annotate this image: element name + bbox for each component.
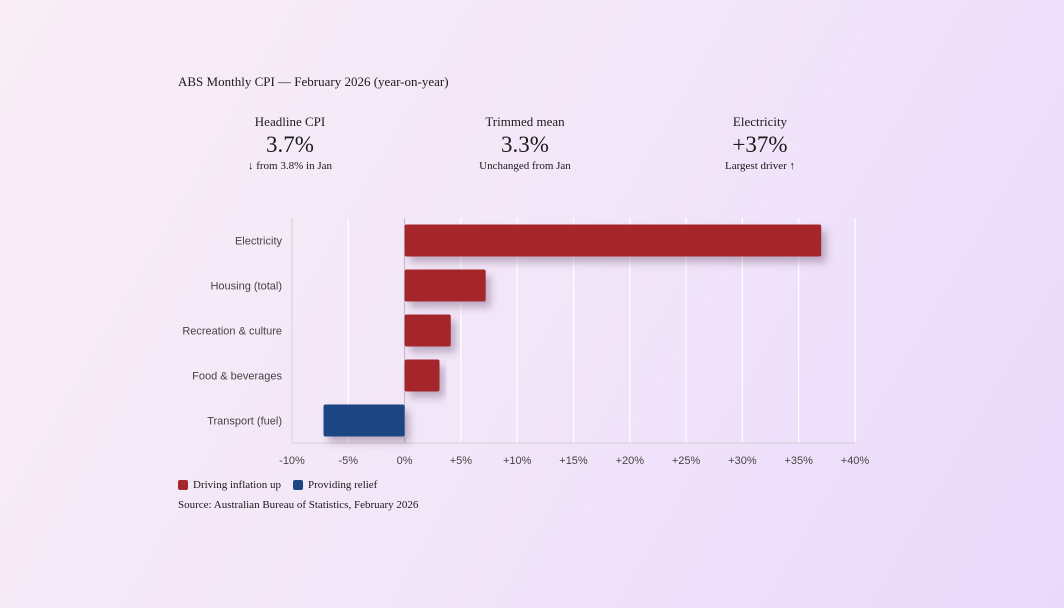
x-tick-label: +5% (450, 455, 473, 467)
legend: Driving inflation up Providing relief (178, 479, 389, 491)
category-label: Electricity (235, 236, 283, 248)
stat-headline-cpi: Headline CPI 3.7% ↓ from 3.8% in Jan (180, 114, 400, 172)
stat-value: 3.3% (501, 132, 549, 157)
bar-food-beverages (404, 359, 440, 392)
legend-swatch-relief (293, 480, 303, 490)
legend-label-relief: Providing relief (308, 479, 378, 491)
legend-swatch-up (178, 480, 188, 490)
x-tick-label: +40% (841, 455, 870, 467)
legend-label-up: Driving inflation up (193, 479, 281, 491)
x-tick-label: +35% (784, 455, 813, 467)
category-label: Housing (total) (210, 281, 282, 293)
stat-value: +37% (732, 132, 788, 157)
category-label: Food & beverages (192, 371, 282, 383)
x-tick-label: +25% (672, 455, 701, 467)
bar-housing-total (404, 269, 486, 302)
stat-trimmed-mean: Trimmed mean 3.3% Unchanged from Jan (415, 114, 635, 172)
bar-recreation-culture (404, 314, 451, 347)
bar-electricity (404, 224, 822, 257)
chart-title: ABS Monthly CPI — February 2026 (year-on… (178, 74, 449, 89)
stat-label: Trimmed mean (485, 114, 565, 129)
x-tick-label: +10% (503, 455, 532, 467)
x-tick-label: +20% (616, 455, 645, 467)
legend-item-relief: Providing relief (293, 479, 377, 491)
x-tick-label: 0% (397, 455, 413, 467)
stat-note: ↓ from 3.8% in Jan (247, 160, 332, 172)
legend-item-up: Driving inflation up (178, 479, 281, 491)
x-tick-label: -10% (279, 455, 305, 467)
x-tick-label: +30% (728, 455, 757, 467)
stat-label: Electricity (732, 114, 788, 129)
bar-transport-fuel (323, 404, 405, 437)
category-label: Transport (fuel) (207, 416, 282, 428)
stat-electricity: Electricity +37% Largest driver ↑ (650, 114, 870, 172)
stat-note: Unchanged from Jan (479, 160, 571, 172)
x-tick-label: -5% (339, 455, 359, 467)
stat-label: Headline CPI (254, 114, 326, 129)
x-tick-label: +15% (559, 455, 588, 467)
category-label: Recreation & culture (182, 326, 282, 338)
stat-value: 3.7% (266, 132, 314, 157)
stat-note: Largest driver ↑ (724, 160, 796, 172)
source-note: Source: Australian Bureau of Statistics,… (178, 499, 419, 511)
